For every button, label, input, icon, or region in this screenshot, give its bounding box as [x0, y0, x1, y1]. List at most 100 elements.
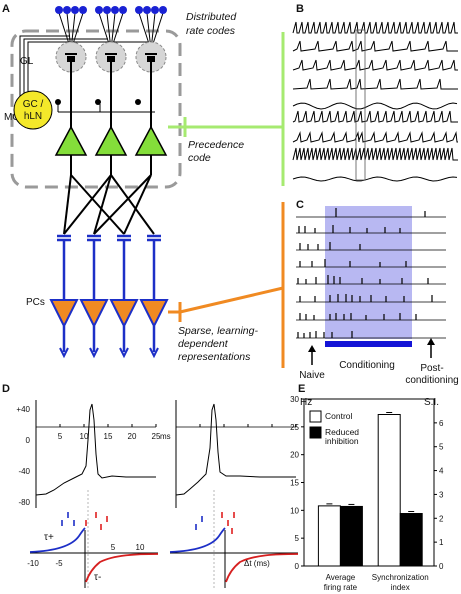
right-tick-label: 2: [439, 514, 444, 523]
gc-label-line-2: hLN: [24, 111, 42, 122]
category-label-1: firing rate: [324, 583, 358, 592]
x-tick-20: 20: [128, 432, 137, 441]
right-tick-label: 4: [439, 467, 444, 476]
trace-2: [292, 40, 458, 52]
raster-row-8: [296, 331, 446, 339]
raster-row-5: [296, 275, 446, 285]
voltage-trace-right: [175, 400, 297, 508]
mc-to-pc-projections: [63, 155, 155, 235]
raster-row-3: [296, 242, 446, 251]
conditioning-label: Conditioning: [339, 360, 395, 371]
sparse-line-3: representations: [178, 351, 251, 363]
bar-control-1: [317, 505, 341, 567]
pc-soma: [109, 299, 139, 329]
right-axis-label: S.I.: [424, 397, 439, 408]
mitral-cell: [94, 125, 128, 156]
precedence-line-1: Precedence: [188, 139, 244, 151]
pc-axon-arrow: [119, 347, 129, 359]
stdp-tick-5: 5: [111, 543, 116, 552]
left-tick-label: 0: [295, 562, 300, 571]
glomerular-layer-box: [10, 29, 182, 189]
post-label-line-2: conditioning: [405, 375, 458, 386]
column-2: [94, 6, 128, 156]
x-unit-ms: ms: [160, 432, 171, 441]
conditioning-bar: [325, 341, 412, 347]
pc-soma: [49, 299, 79, 329]
y-tick-minus40: -40: [18, 467, 30, 476]
spike-timing-ticks: [61, 512, 235, 534]
left-tick-label: 5: [295, 534, 300, 543]
synapse-block: [67, 56, 75, 62]
mitral-columns: [54, 6, 168, 156]
distributed-rate-codes-label: Distributed rate codes: [186, 11, 237, 37]
stdp-curve-left: -10 -5 5 10 τ+ τ-: [27, 490, 159, 588]
left-tick-label: 30: [290, 395, 299, 404]
pc-axon-arrow: [89, 347, 99, 359]
receptor-neuron: [143, 6, 151, 14]
left-tick-label: 25: [290, 423, 299, 432]
trace-1: [292, 21, 458, 34]
pc-axon-arrow: [59, 347, 69, 359]
stdp-tick-minus10: -10: [27, 559, 39, 568]
pyramidal-cell-4: [139, 234, 169, 359]
distributed-line-1: Distributed: [186, 11, 237, 23]
legend-label-1: Control: [325, 411, 353, 421]
trace-4: [292, 78, 458, 90]
distributed-line-2: rate codes: [186, 25, 236, 37]
voltage-trace-left: 5 10 15 20 25: [35, 400, 161, 508]
raster-row-1: [296, 208, 446, 218]
y-tick-minus80: -80: [18, 498, 30, 507]
trace-6: [292, 110, 458, 123]
post-conditioning-marker: Post- conditioning: [405, 338, 459, 386]
x-tick-5: 5: [58, 432, 63, 441]
stdp-tick-minus5: -5: [55, 559, 63, 568]
pc-soma: [139, 299, 169, 329]
tau-minus-label: τ-: [94, 572, 101, 583]
pcs-label: PCs: [26, 297, 45, 308]
precedence-code-bracket: Precedence code: [168, 32, 285, 186]
receptor-neuron: [95, 6, 103, 14]
gl-label: GL: [20, 56, 34, 67]
x-tick-15: 15: [104, 432, 113, 441]
bar-control-2: [377, 414, 401, 567]
receptor-neuron: [79, 6, 87, 14]
raster-row-4: [296, 259, 446, 268]
conditioning-shade: [325, 206, 412, 339]
legend-swatch-1: [309, 410, 322, 423]
column-1: [54, 6, 88, 156]
mitral-spike-traces: [292, 21, 458, 182]
panel-letter-a: A: [2, 3, 10, 15]
mitral-cell: [54, 125, 88, 156]
mitral-cell: [134, 125, 168, 156]
raster-row-7: [296, 313, 446, 321]
inhibitory-synapse: [135, 99, 141, 105]
receptor-neuron: [63, 6, 71, 14]
receptor-neuron: [119, 6, 127, 14]
receptor-neuron: [55, 6, 63, 14]
pyramidal-cells: [49, 234, 169, 359]
delta-t-label: Δt (ms): [244, 559, 270, 568]
trace-9: [292, 176, 458, 182]
trace-7: [292, 131, 458, 143]
panel-letter-e: E: [298, 383, 305, 395]
receptor-neuron: [71, 6, 79, 14]
trace-5: [292, 102, 458, 110]
pc-axon-arrow: [149, 347, 159, 359]
bar-reduced-inhibition-2: [399, 513, 423, 567]
x-tick-10: 10: [80, 432, 89, 441]
x-tick-25: 25: [152, 432, 161, 441]
column-3: [134, 6, 168, 156]
synchrony-window: [355, 29, 366, 181]
tau-plus-label: τ+: [44, 532, 54, 543]
panel-letter-d: D: [2, 383, 10, 395]
left-tick-label: 20: [290, 451, 299, 460]
sparse-line-1: Sparse, learning-: [178, 325, 258, 337]
legend-label-2: Reduced: [325, 427, 359, 437]
sparse-representations-bracket: Sparse, learning- dependent representati…: [168, 202, 285, 368]
pyramidal-cell-2: [79, 234, 109, 359]
inhibitory-synapse: [55, 99, 61, 105]
precedence-line-2: code: [188, 152, 211, 164]
receptor-neuron: [135, 6, 143, 14]
